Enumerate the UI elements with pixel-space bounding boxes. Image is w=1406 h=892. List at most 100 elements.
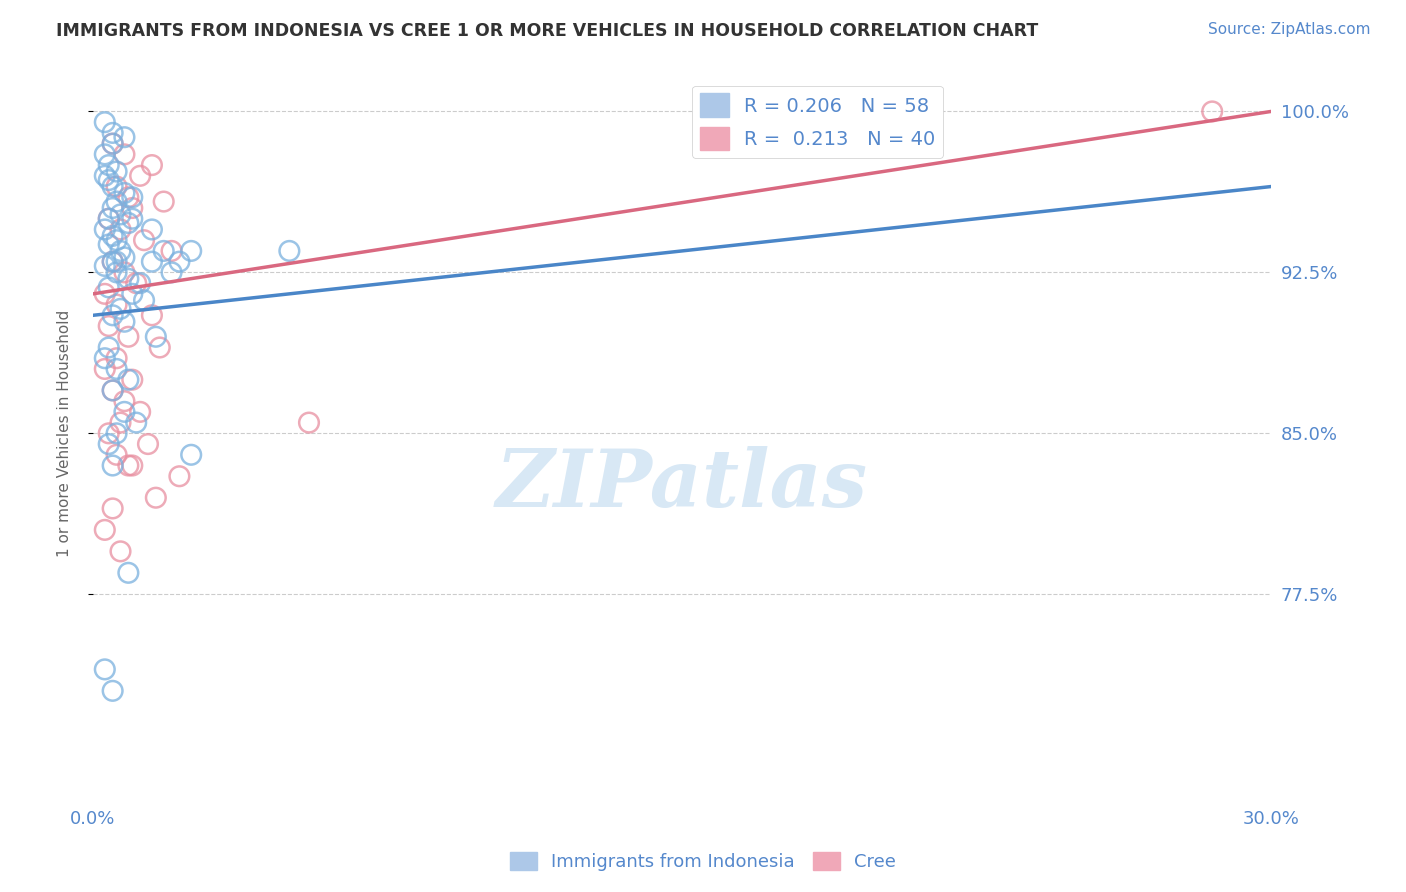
Point xyxy=(141,158,163,172)
Point xyxy=(105,426,128,441)
Point xyxy=(112,186,135,200)
Point xyxy=(101,384,124,398)
Point xyxy=(105,362,128,376)
Point xyxy=(112,130,135,145)
Point xyxy=(129,169,152,183)
Point xyxy=(136,437,159,451)
Point xyxy=(101,384,124,398)
Point xyxy=(160,265,183,279)
Point xyxy=(141,254,163,268)
Point xyxy=(97,426,120,441)
Point xyxy=(117,216,139,230)
Point xyxy=(117,190,139,204)
Point xyxy=(117,458,139,473)
Point xyxy=(121,458,143,473)
Point xyxy=(149,341,172,355)
Point xyxy=(112,315,135,329)
Point xyxy=(141,222,163,236)
Text: Source: ZipAtlas.com: Source: ZipAtlas.com xyxy=(1208,22,1371,37)
Point xyxy=(112,251,135,265)
Point xyxy=(94,222,117,236)
Point xyxy=(97,211,120,226)
Point xyxy=(94,169,117,183)
Text: IMMIGRANTS FROM INDONESIA VS CREE 1 OR MORE VEHICLES IN HOUSEHOLD CORRELATION CH: IMMIGRANTS FROM INDONESIA VS CREE 1 OR M… xyxy=(56,22,1039,40)
Point xyxy=(105,297,128,311)
Point xyxy=(101,201,124,215)
Point xyxy=(278,244,301,258)
Point xyxy=(105,233,128,247)
Point xyxy=(110,301,132,316)
Point xyxy=(121,211,143,226)
Legend: Immigrants from Indonesia, Cree: Immigrants from Indonesia, Cree xyxy=(502,845,904,879)
Point xyxy=(105,254,128,268)
Point xyxy=(101,136,124,151)
Point xyxy=(97,319,120,334)
Point xyxy=(101,501,124,516)
Point xyxy=(112,147,135,161)
Point xyxy=(112,405,135,419)
Point xyxy=(101,458,124,473)
Point xyxy=(125,276,148,290)
Point xyxy=(145,330,167,344)
Point xyxy=(121,286,143,301)
Point xyxy=(101,683,124,698)
Point xyxy=(94,115,117,129)
Point xyxy=(132,293,155,308)
Point xyxy=(101,136,124,151)
Point xyxy=(121,190,143,204)
Point xyxy=(101,228,124,243)
Point xyxy=(121,201,143,215)
Point xyxy=(180,244,202,258)
Point xyxy=(101,126,124,140)
Point xyxy=(94,286,117,301)
Point xyxy=(117,272,139,286)
Point xyxy=(112,265,135,279)
Point xyxy=(101,254,124,268)
Point xyxy=(121,373,143,387)
Point xyxy=(110,222,132,236)
Point xyxy=(101,254,124,268)
Point xyxy=(129,405,152,419)
Point xyxy=(94,259,117,273)
Point xyxy=(97,237,120,252)
Point xyxy=(110,244,132,258)
Point xyxy=(94,662,117,676)
Point xyxy=(152,194,174,209)
Point xyxy=(94,362,117,376)
Point xyxy=(97,211,120,226)
Point xyxy=(101,179,124,194)
Point xyxy=(97,341,120,355)
Point xyxy=(117,373,139,387)
Point xyxy=(97,173,120,187)
Point xyxy=(169,469,191,483)
Point xyxy=(97,280,120,294)
Point xyxy=(180,448,202,462)
Point xyxy=(117,566,139,580)
Point xyxy=(298,416,321,430)
Point xyxy=(169,254,191,268)
Point xyxy=(97,158,120,172)
Y-axis label: 1 or more Vehicles in Household: 1 or more Vehicles in Household xyxy=(58,310,72,557)
Point xyxy=(94,523,117,537)
Point xyxy=(105,194,128,209)
Point xyxy=(129,276,152,290)
Text: ZIPatlas: ZIPatlas xyxy=(496,446,868,523)
Point xyxy=(1201,104,1223,119)
Point xyxy=(101,308,124,322)
Point xyxy=(110,544,132,558)
Point xyxy=(125,416,148,430)
Point xyxy=(105,448,128,462)
Point xyxy=(105,164,128,178)
Legend: R = 0.206   N = 58, R =  0.213   N = 40: R = 0.206 N = 58, R = 0.213 N = 40 xyxy=(692,86,943,158)
Point xyxy=(132,233,155,247)
Point xyxy=(110,207,132,221)
Point xyxy=(97,437,120,451)
Point xyxy=(112,394,135,409)
Point xyxy=(141,308,163,322)
Point xyxy=(94,147,117,161)
Point xyxy=(105,351,128,366)
Point xyxy=(94,351,117,366)
Point xyxy=(105,265,128,279)
Point xyxy=(160,244,183,258)
Point xyxy=(145,491,167,505)
